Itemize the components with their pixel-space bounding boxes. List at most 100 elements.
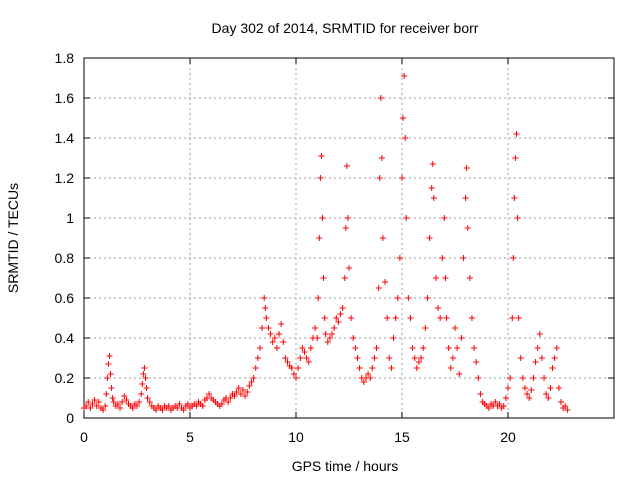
data-point: [105, 361, 112, 367]
data-point: [513, 131, 520, 137]
data-point: [454, 345, 461, 351]
data-point: [318, 153, 325, 159]
data-point: [526, 395, 533, 401]
x-tick-label: 20: [500, 429, 516, 445]
data-point: [400, 115, 407, 121]
data-point: [549, 365, 556, 371]
y-tick-label: 1.8: [55, 50, 75, 66]
data-point: [265, 325, 272, 331]
data-point: [307, 345, 314, 351]
data-point: [284, 359, 291, 365]
data-point: [390, 335, 397, 341]
data-point: [536, 331, 543, 337]
data-point: [422, 325, 429, 331]
data-point: [144, 395, 151, 401]
data-point: [541, 375, 548, 381]
data-point: [261, 295, 268, 301]
data-point: [443, 315, 450, 321]
data-point: [248, 379, 255, 385]
data-point: [502, 395, 509, 401]
data-point: [348, 315, 355, 321]
data-point: [321, 315, 328, 321]
data-point: [331, 325, 338, 331]
data-point: [141, 365, 148, 371]
data-point: [341, 275, 348, 281]
data-point: [558, 399, 564, 405]
data-point: [378, 155, 385, 161]
data-point: [524, 391, 531, 397]
data-point: [342, 225, 349, 231]
data-point: [297, 355, 304, 361]
data-point: [312, 325, 319, 331]
data-point: [139, 381, 146, 387]
data-point: [424, 295, 431, 301]
data-point: [252, 365, 259, 371]
data-point: [259, 325, 266, 331]
data-point: [218, 401, 225, 407]
data-point: [146, 399, 153, 405]
axis-ticks: [83, 57, 614, 419]
data-point: [237, 391, 244, 397]
data-point: [377, 95, 384, 101]
data-point: [159, 407, 166, 413]
data-point: [119, 399, 126, 405]
data-point: [543, 391, 550, 397]
data-point: [532, 359, 539, 365]
data-point: [564, 407, 571, 413]
data-point: [199, 403, 206, 409]
chart-title: Day 302 of 2014, SRMTID for receiver bor…: [212, 20, 479, 36]
data-point: [562, 403, 569, 409]
data-point: [83, 403, 90, 409]
data-point: [104, 375, 111, 381]
data-point: [346, 265, 352, 271]
data-point: [411, 355, 418, 361]
data-point: [420, 345, 427, 351]
data-point: [317, 175, 324, 181]
data-point: [329, 331, 336, 337]
data-point: [269, 339, 276, 345]
data-point: [505, 385, 511, 391]
data-point: [337, 311, 344, 317]
data-point: [449, 355, 456, 361]
data-point: [231, 393, 238, 399]
data-point: [538, 355, 545, 361]
data-point: [382, 279, 389, 285]
data-point: [242, 393, 249, 399]
data-point: [85, 399, 92, 405]
data-point: [396, 255, 403, 261]
data-point: [413, 365, 420, 371]
data-point: [290, 371, 297, 377]
data-point: [510, 255, 517, 261]
data-point: [399, 175, 405, 181]
data-point: [87, 405, 94, 411]
y-tick-label: 1: [66, 210, 74, 226]
y-tick-label: 0.6: [55, 290, 75, 306]
data-point: [376, 175, 383, 181]
data-point: [435, 305, 442, 311]
data-point: [517, 355, 524, 361]
data-point: [91, 397, 98, 403]
data-point: [107, 371, 114, 377]
data-point: [319, 215, 326, 221]
data-point: [394, 295, 401, 301]
data-point: [254, 355, 261, 361]
data-point: [365, 371, 372, 377]
data-point: [180, 407, 187, 413]
data-point: [441, 215, 448, 221]
data-point: [315, 295, 322, 301]
plot-frame: [83, 57, 615, 419]
data-point: [534, 345, 541, 351]
data-point: [350, 335, 357, 341]
data-point: [492, 399, 499, 405]
data-point: [485, 405, 492, 411]
data-point: [555, 385, 562, 391]
data-point: [402, 135, 409, 141]
data-point: [405, 295, 412, 301]
data-point: [240, 387, 246, 393]
data-point: [316, 235, 323, 241]
data-point: [447, 365, 454, 371]
data-point: [428, 185, 435, 191]
data-point: [322, 331, 329, 337]
data-point: [442, 275, 449, 281]
data-point: [95, 399, 102, 405]
